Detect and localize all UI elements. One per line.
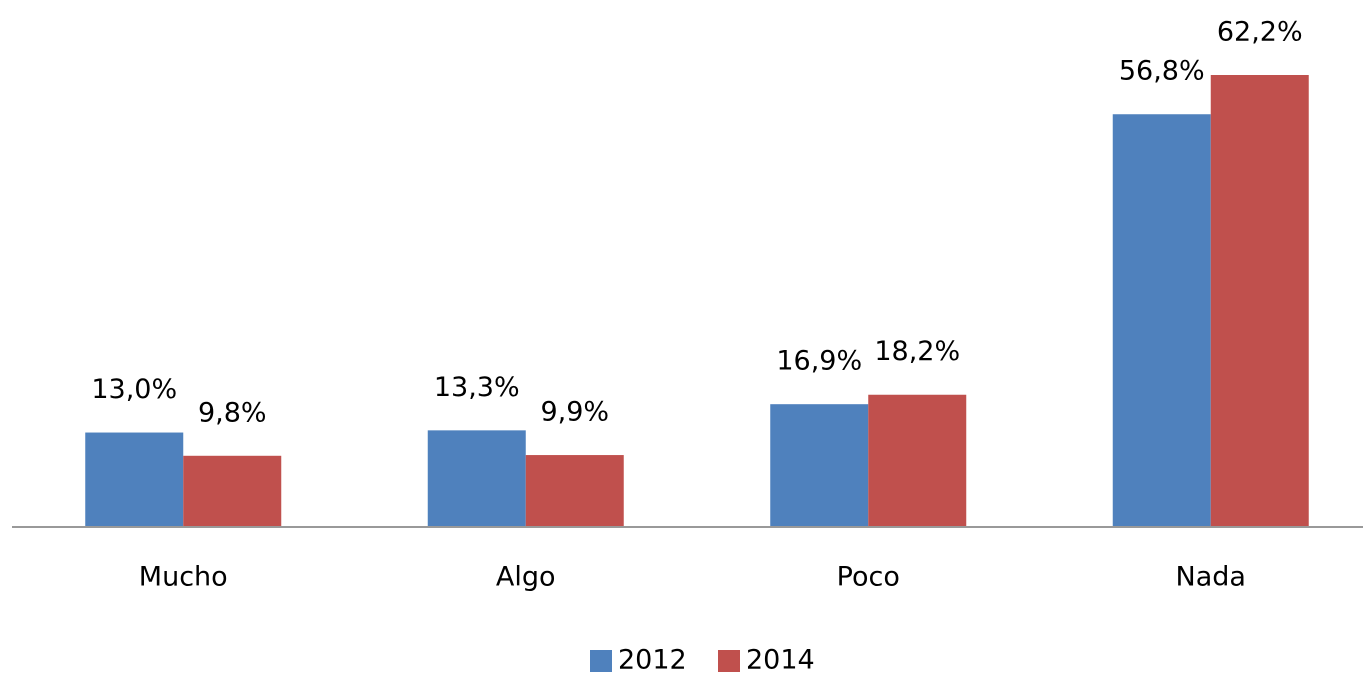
value-label: 9,9% (540, 397, 609, 428)
bar (868, 394, 967, 527)
bar (525, 455, 624, 527)
value-label: 56,8% (1119, 56, 1205, 87)
x-tick-label: Mucho (139, 562, 228, 593)
bar (1112, 114, 1211, 528)
value-label: 13,0% (91, 374, 177, 405)
x-tick-label: Nada (1176, 562, 1246, 593)
value-label: 13,3% (434, 372, 520, 403)
x-tick-label: Algo (496, 562, 556, 593)
value-label: 62,2% (1217, 17, 1303, 48)
bar (427, 430, 526, 527)
bar (1210, 75, 1309, 527)
legend-swatch (590, 650, 612, 672)
legend-swatch (718, 650, 740, 672)
bar (770, 404, 869, 527)
value-label: 16,9% (776, 346, 862, 377)
value-label: 18,2% (874, 336, 960, 367)
legend-label: 2014 (746, 645, 815, 673)
bar (183, 455, 282, 527)
legend-label: 2012 (618, 645, 687, 673)
value-label: 9,8% (198, 397, 267, 428)
bar (85, 432, 184, 527)
x-tick-label: Poco (837, 562, 900, 593)
